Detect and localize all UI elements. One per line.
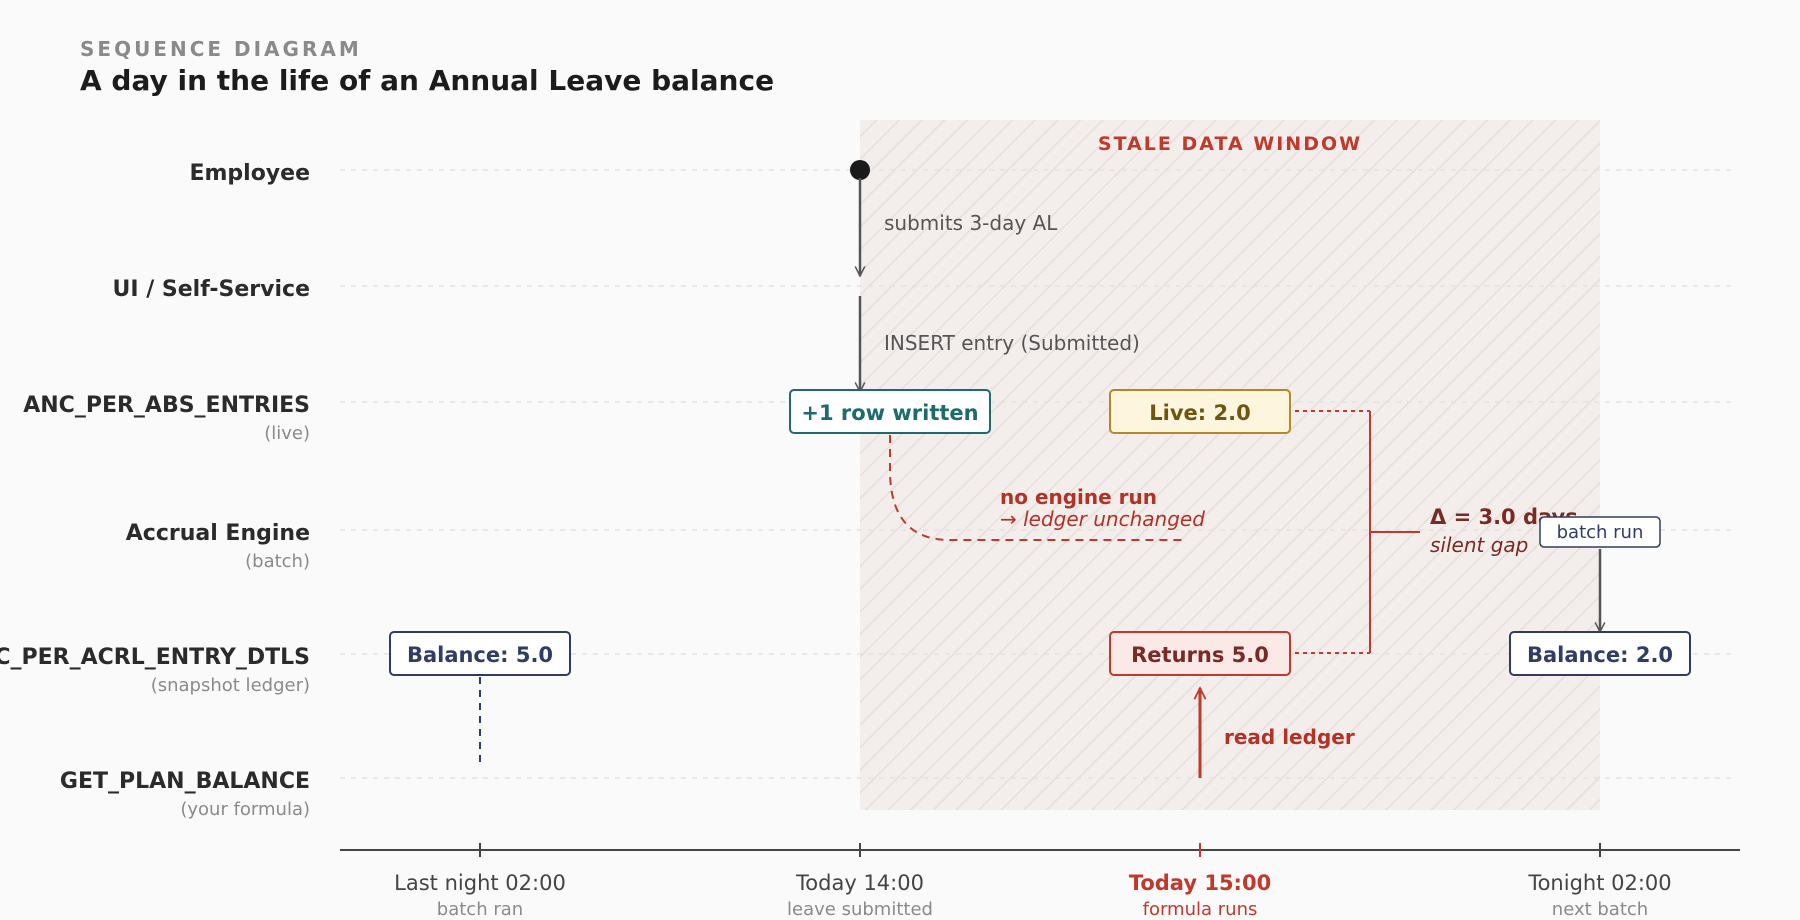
live-balance-box: Live: 2.0 bbox=[1109, 389, 1291, 434]
employee-start-dot bbox=[850, 160, 870, 180]
diagram-kicker: SEQUENCE DIAGRAM bbox=[80, 37, 362, 61]
lane-label-accrual-engine: Accrual Engine bbox=[126, 521, 310, 546]
time-sublabel-last-night: batch ran bbox=[437, 899, 523, 920]
row-written-text: +1 row written bbox=[801, 401, 978, 425]
no-engine-run-sub: → ledger unchanged bbox=[1000, 507, 1205, 531]
time-label-tonight: Tonight 02:00 bbox=[1527, 871, 1671, 895]
read-ledger-message: read ledger bbox=[1224, 725, 1355, 749]
returns-text: Returns 5.0 bbox=[1131, 643, 1269, 667]
row-written-box: +1 row written bbox=[789, 389, 991, 434]
delta-sub: silent gap bbox=[1430, 533, 1528, 557]
batch-run-text: batch run bbox=[1557, 522, 1644, 543]
balance-before-box: Balance: 5.0 bbox=[389, 631, 571, 676]
time-label-last-night: Last night 02:00 bbox=[394, 871, 566, 895]
balance-after-box: Balance: 2.0 bbox=[1509, 631, 1691, 676]
returns-box: Returns 5.0 bbox=[1109, 631, 1291, 676]
time-sublabel-today-1500: formula runs bbox=[1143, 899, 1258, 920]
delta-bracket bbox=[1295, 410, 1420, 654]
time-label-today-1400: Today 14:00 bbox=[795, 871, 924, 895]
live-balance-text: Live: 2.0 bbox=[1149, 401, 1250, 425]
lane-sublabel-ledger: (snapshot ledger) bbox=[151, 675, 310, 696]
lane-label-abs-entries: ANC_PER_ABS_ENTRIES bbox=[23, 393, 310, 418]
lane-label-ledger: ANC_PER_ACRL_ENTRY_DTLS bbox=[0, 645, 310, 670]
diagram-title: A day in the life of an Annual Leave bal… bbox=[80, 64, 775, 97]
lane-sublabel-abs-entries: (live) bbox=[264, 423, 310, 444]
lane-sublabel-accrual-engine: (batch) bbox=[245, 551, 310, 572]
time-sublabel-tonight: next batch bbox=[1552, 899, 1648, 920]
insert-message: INSERT entry (Submitted) bbox=[884, 331, 1140, 355]
submit-message: submits 3-day AL bbox=[884, 211, 1058, 235]
no-engine-run-title: no engine run bbox=[1000, 485, 1157, 509]
balance-before-text: Balance: 5.0 bbox=[407, 643, 553, 667]
no-engine-run-path bbox=[889, 435, 1185, 541]
time-sublabel-today-1400: leave submitted bbox=[787, 899, 933, 920]
balance-after-text: Balance: 2.0 bbox=[1527, 643, 1673, 667]
lane-label-ui: UI / Self-Service bbox=[113, 277, 310, 302]
lane-label-formula: GET_PLAN_BALANCE bbox=[60, 769, 310, 794]
lane-label-employee: Employee bbox=[189, 161, 310, 186]
stale-window-region bbox=[860, 120, 1600, 810]
lane-sublabel-formula: (your formula) bbox=[180, 799, 310, 820]
batch-run-label: batch run bbox=[1539, 516, 1661, 548]
stale-window-label: STALE DATA WINDOW bbox=[1098, 133, 1362, 155]
time-label-today-1500: Today 15:00 bbox=[1129, 871, 1271, 895]
